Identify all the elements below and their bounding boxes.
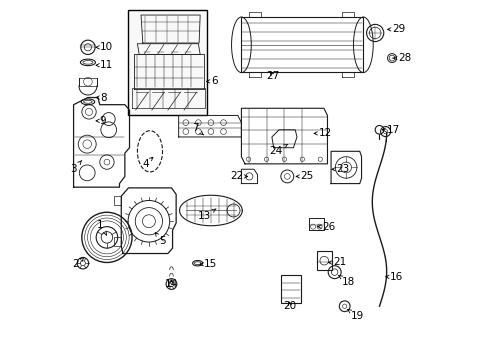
Text: 13: 13 [197, 209, 216, 221]
Bar [128, 10, 207, 116]
Text: 10: 10 [96, 42, 113, 52]
Text: 9: 9 [96, 116, 106, 126]
Text: 2: 2 [73, 257, 84, 269]
Text: 22: 22 [230, 171, 247, 181]
Text: 25: 25 [296, 171, 314, 181]
Bar [317, 251, 332, 270]
Text: 23: 23 [332, 164, 350, 174]
Bar [281, 275, 300, 303]
Text: 19: 19 [348, 310, 364, 321]
Text: 4: 4 [142, 157, 153, 169]
Text: 21: 21 [328, 257, 346, 267]
Text: 24: 24 [270, 144, 288, 156]
Text: 7: 7 [192, 123, 203, 135]
Text: 14: 14 [165, 279, 178, 289]
Text: 28: 28 [393, 53, 412, 63]
Text: 11: 11 [96, 60, 113, 70]
Text: 27: 27 [267, 71, 280, 81]
Text: 6: 6 [206, 76, 218, 86]
Text: 5: 5 [155, 233, 166, 246]
Text: 3: 3 [71, 160, 82, 174]
Text: 12: 12 [314, 129, 332, 138]
Text: 26: 26 [318, 222, 335, 231]
Text: 8: 8 [96, 93, 106, 103]
Text: 1: 1 [97, 220, 107, 235]
Text: 18: 18 [339, 275, 355, 287]
Text: 15: 15 [200, 259, 217, 269]
Text: 29: 29 [388, 24, 405, 35]
Text: 20: 20 [283, 301, 296, 311]
Text: 17: 17 [382, 125, 400, 135]
Text: 16: 16 [386, 272, 403, 282]
